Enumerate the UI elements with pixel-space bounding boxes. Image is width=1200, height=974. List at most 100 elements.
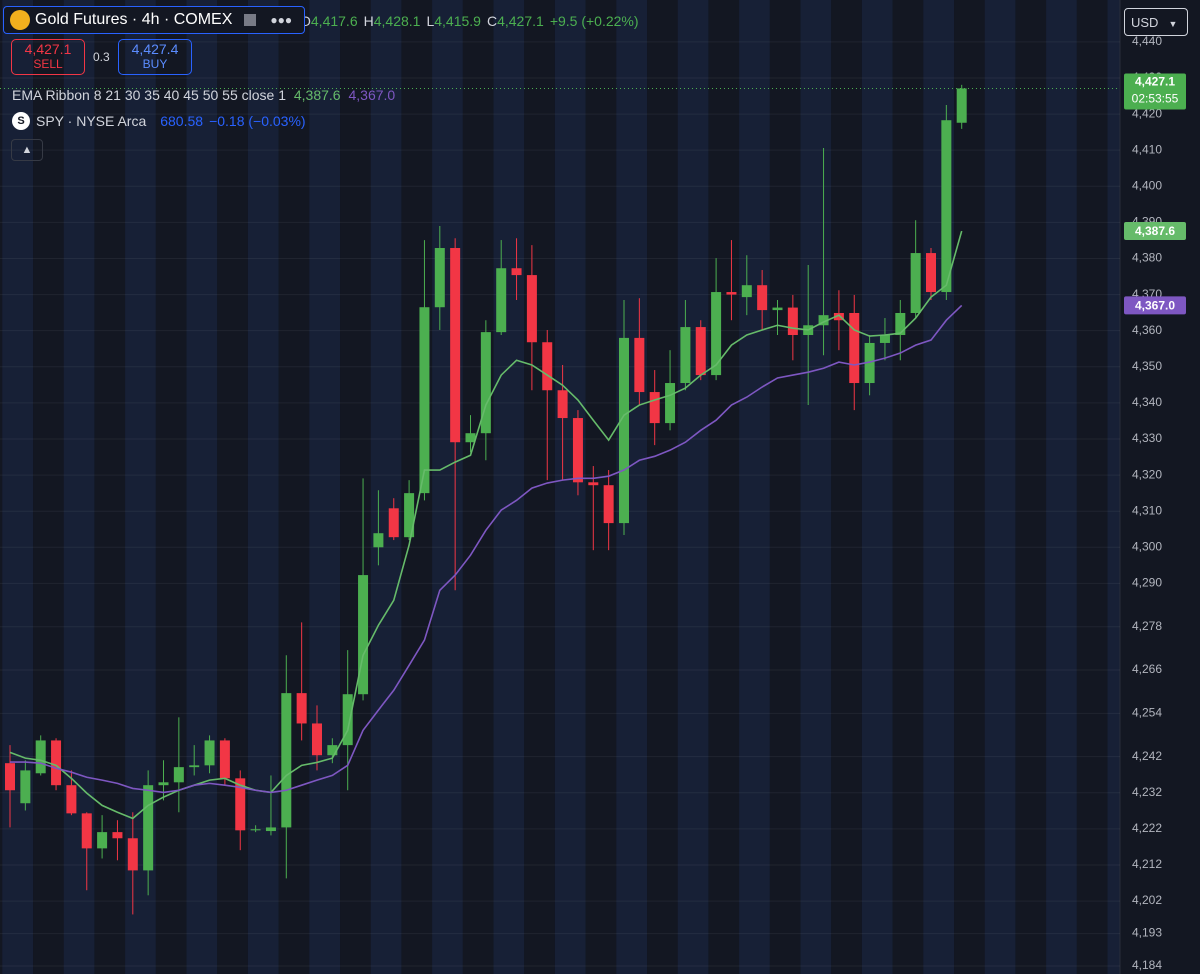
candle-body <box>312 723 322 756</box>
candle-body <box>741 285 752 298</box>
candle-body <box>818 315 829 326</box>
candle-body <box>588 482 599 486</box>
currency-button[interactable]: USD ▼ <box>1124 8 1188 36</box>
session-band <box>309 0 341 974</box>
y-tick-label: 4,440 <box>1132 34 1162 48</box>
session-band <box>739 0 770 974</box>
candle-body <box>496 268 507 333</box>
candle-body <box>665 383 676 424</box>
buy-label: BUY <box>142 57 168 71</box>
ema-badge <box>1124 296 1186 315</box>
more-icon[interactable]: ●●● <box>270 13 293 27</box>
y-tick-label: 4,300 <box>1132 539 1162 553</box>
candle-body <box>204 740 215 766</box>
y-tick-label: 4,266 <box>1132 662 1162 676</box>
ema-line <box>9 230 963 820</box>
session-band <box>892 0 924 974</box>
change: +9.5 (+0.22%) <box>549 13 639 29</box>
candle-body <box>711 292 722 376</box>
candle-body <box>127 838 138 871</box>
ema-badge <box>1124 222 1186 241</box>
session-band <box>493 0 525 974</box>
candle-body <box>66 785 77 814</box>
session-band <box>186 0 218 974</box>
candle-body <box>787 307 798 336</box>
y-tick-label: 4,360 <box>1132 323 1162 337</box>
candle-body <box>465 433 476 443</box>
candle-body <box>358 575 369 695</box>
compare-symbol: SPY · NYSE Arca <box>36 113 147 129</box>
session-band <box>94 0 126 974</box>
last-price-badge <box>1124 73 1186 110</box>
candle-body <box>895 312 906 336</box>
currency: USD <box>1131 15 1159 30</box>
y-tick-label: 4,380 <box>1132 251 1162 265</box>
y-tick-label: 4,202 <box>1132 893 1162 907</box>
y-tick-label: 4,242 <box>1132 749 1162 763</box>
candle-body <box>20 770 31 804</box>
y-tick-label: 4,420 <box>1132 106 1162 120</box>
symbol: Gold Futures · 4h · COMEX <box>35 11 233 28</box>
y-tick-label: 4,184 <box>1132 958 1162 972</box>
compare-legend: S SPY · NYSE Arca 680.58 −0.18 (−0.03%) <box>12 112 306 130</box>
last-price-label: 4,427.1 <box>1135 75 1175 89</box>
candle-body <box>388 508 399 538</box>
ohlc-key: L <box>426 13 435 29</box>
sell-label: SELL <box>33 57 63 71</box>
spread: 0.3 <box>93 50 110 64</box>
candle-body <box>557 390 568 419</box>
ema-line <box>10 304 963 794</box>
candle-body <box>434 248 445 308</box>
candle-body <box>926 253 936 293</box>
y-tick-label: 4,340 <box>1132 395 1162 409</box>
candle-body <box>480 332 491 434</box>
session-band <box>462 0 494 974</box>
ohlc-value: 4,427.1 <box>497 13 544 29</box>
session-band <box>1107 0 1120 974</box>
session-band <box>984 0 1016 974</box>
y-tick-label: 4,330 <box>1132 431 1162 445</box>
candle-body <box>603 485 614 524</box>
session-band <box>800 0 832 974</box>
candle-body <box>511 268 522 276</box>
buy-button[interactable]: 4,427.4 BUY <box>118 39 192 75</box>
y-tick-label: 4,212 <box>1132 857 1162 871</box>
ohlc-value: 4,417.6 <box>310 13 358 29</box>
ema-value: 4,367.0 <box>348 87 396 103</box>
candle-body <box>864 342 875 384</box>
buy-price: 4,427.4 <box>131 41 179 57</box>
candle-body <box>849 312 860 384</box>
session-band <box>247 0 279 974</box>
candle-body <box>634 337 645 393</box>
candle-body <box>879 335 890 343</box>
y-tick-label: 4,320 <box>1132 467 1162 481</box>
ohlc-value: 4,415.9 <box>434 13 481 29</box>
session-band <box>33 0 64 974</box>
candle-body <box>219 740 230 779</box>
candle-body <box>542 342 553 391</box>
collapse-button[interactable]: ▲ <box>11 139 43 161</box>
candle-body <box>250 829 261 831</box>
candle-body <box>35 740 46 774</box>
symbol-box[interactable]: Gold Futures · 4h · COMEX ●●● <box>3 6 305 34</box>
sell-button[interactable]: 4,427.1 SELL <box>11 39 85 75</box>
y-tick-label: 4,290 <box>1132 576 1162 590</box>
session-band <box>554 0 586 974</box>
candle-body <box>726 292 737 295</box>
candle-body <box>112 832 123 839</box>
candle-body <box>235 778 246 831</box>
candle-body <box>941 120 952 293</box>
ohlc-value: 4,428.1 <box>373 13 421 29</box>
candle-body <box>526 275 537 343</box>
candle-body <box>81 813 92 849</box>
session-band <box>708 0 740 974</box>
candle-body <box>373 533 384 548</box>
ema-badge-label: 4,387.6 <box>1135 224 1175 238</box>
candle-body <box>450 248 461 443</box>
session-band <box>954 0 985 974</box>
candle-body <box>910 253 921 313</box>
ohlc-key: O <box>300 13 311 29</box>
y-tick-label: 4,222 <box>1132 821 1162 835</box>
session-band <box>647 0 678 974</box>
